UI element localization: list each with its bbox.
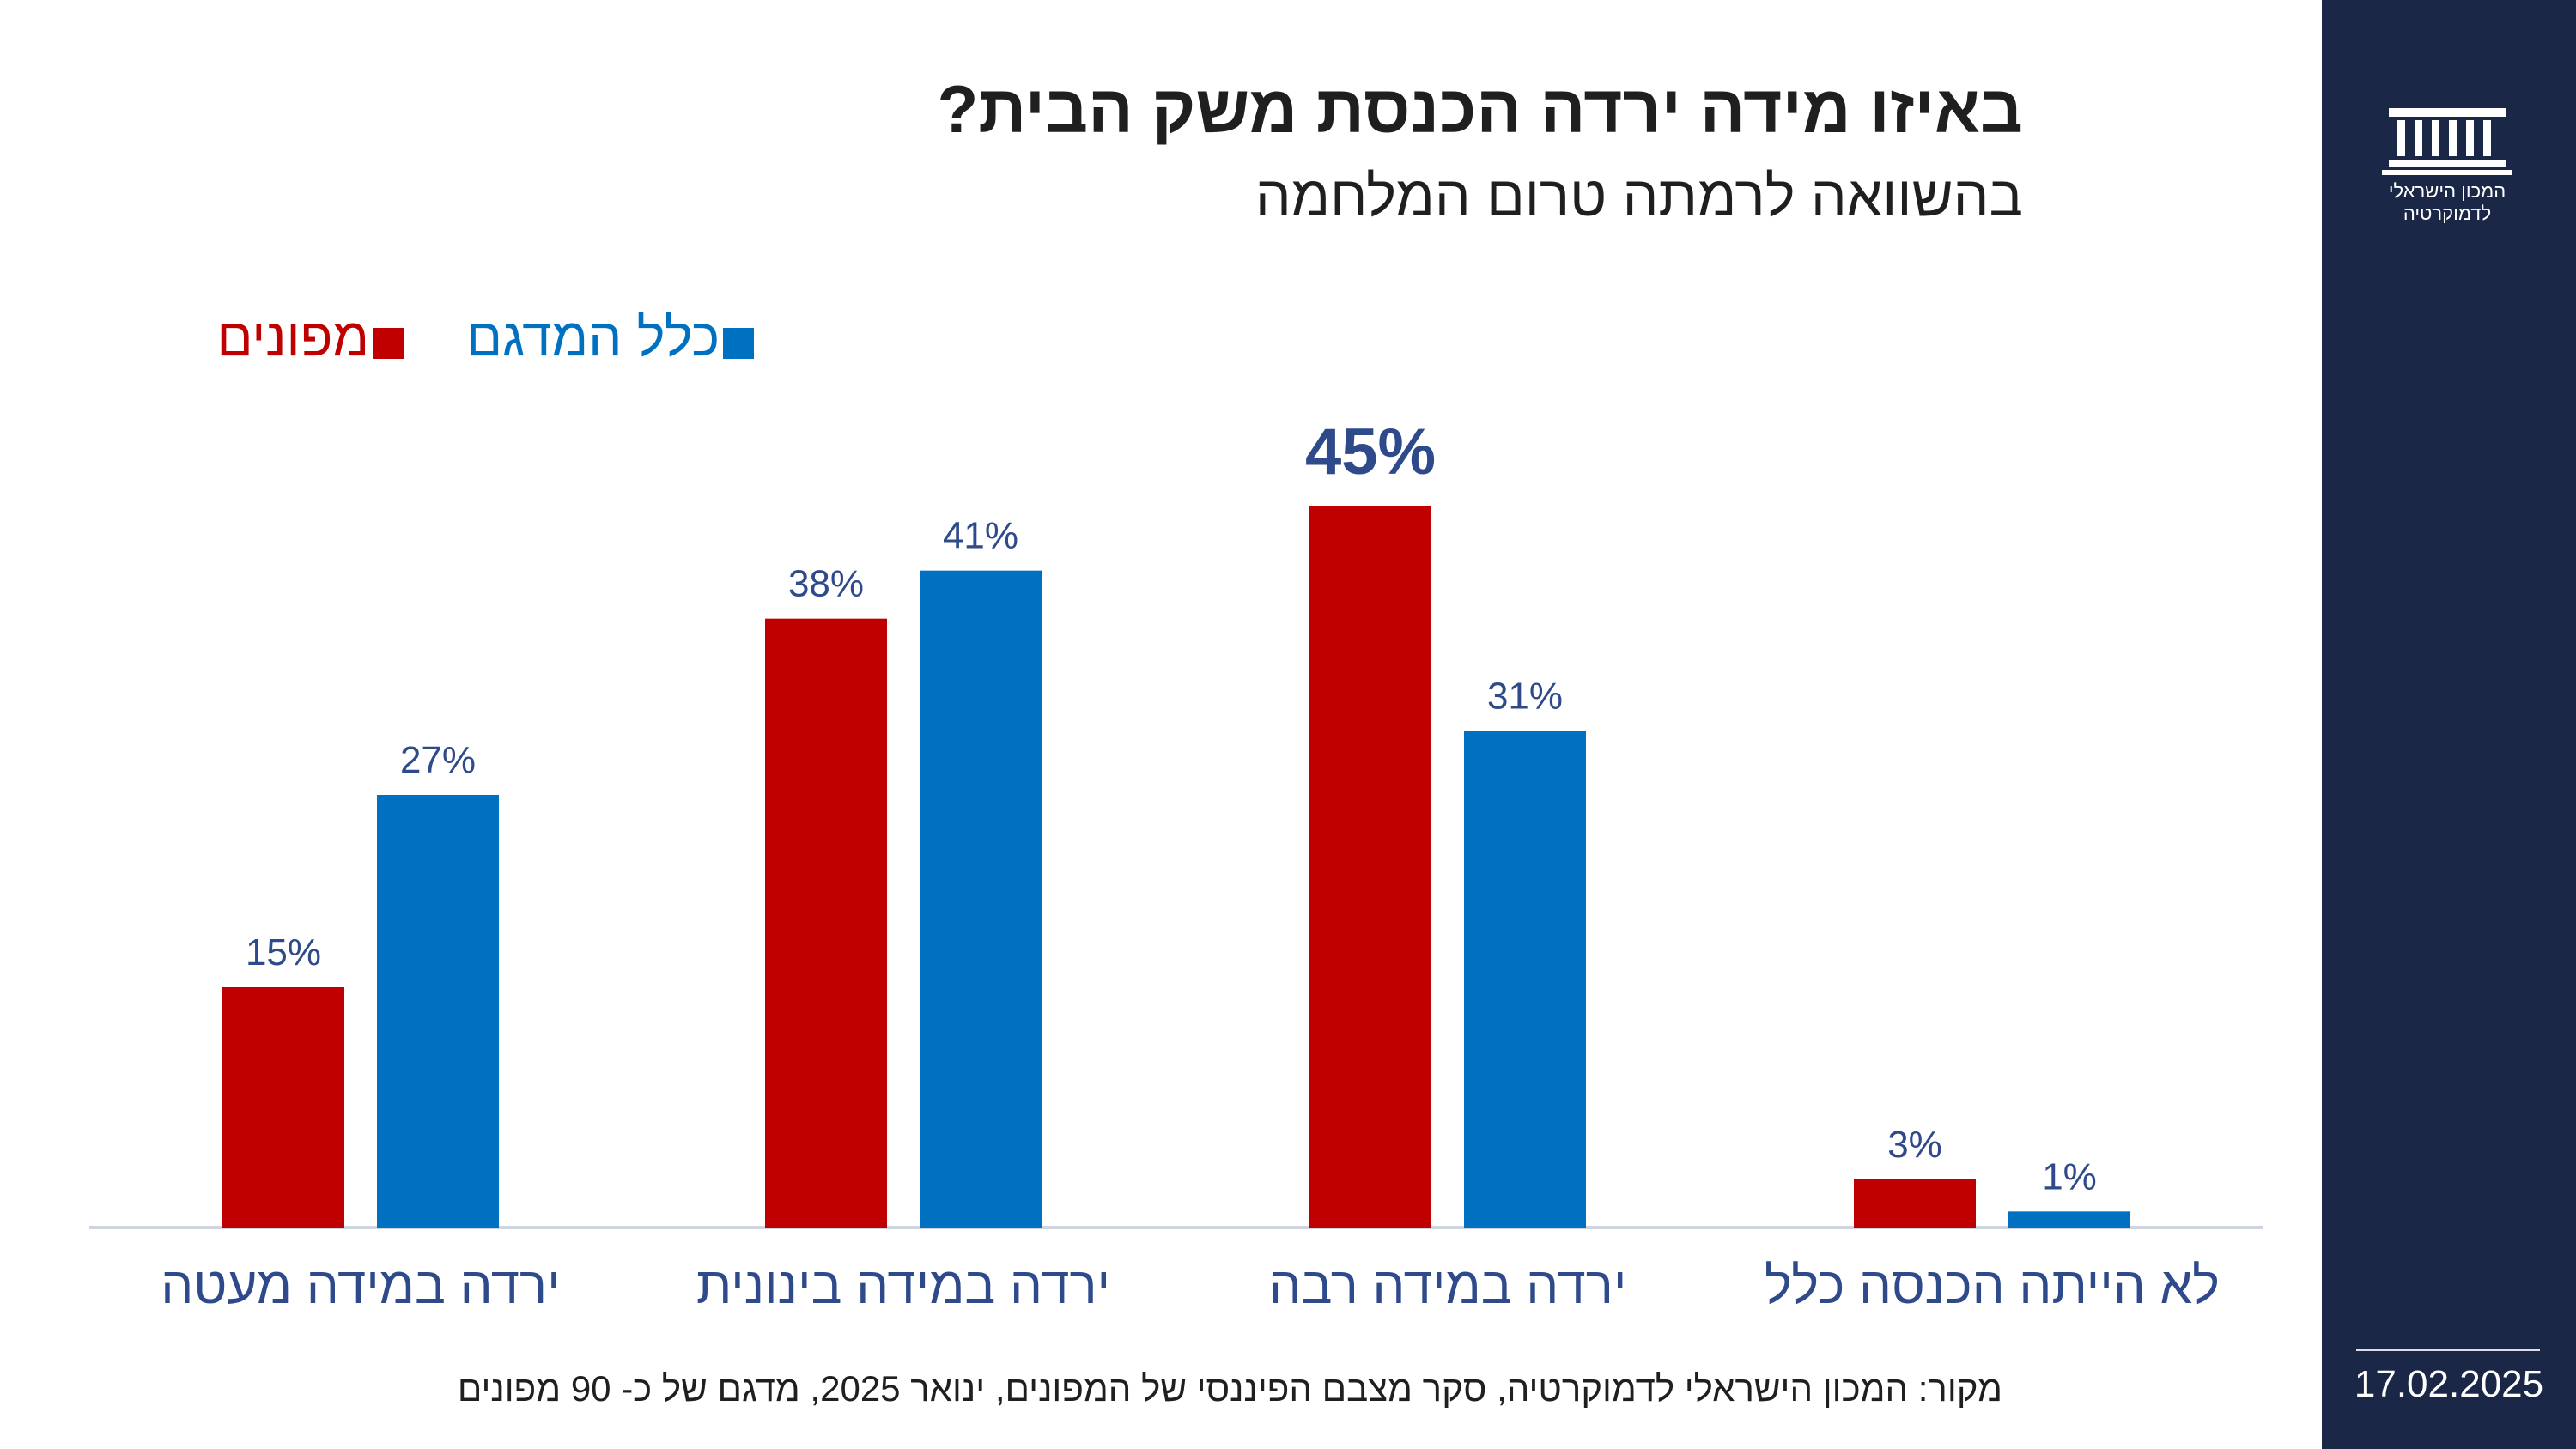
sidebar (2322, 0, 2576, 1449)
legend-item-evacuees: מפונים (163, 307, 404, 376)
parliament-building-icon (2382, 108, 2512, 175)
category-label-0: ירדה במידה מעטה (161, 1257, 560, 1314)
logo-text: המכון הישראלי לדמוקרטיה (2379, 180, 2516, 225)
logo-line-2: לדמוקרטיה (2403, 203, 2492, 224)
data-label-evacuees-1: 38% (788, 563, 864, 605)
data-label-evacuees-2: 45% (1305, 415, 1436, 488)
legend-swatch-evacuees (373, 328, 404, 359)
publication-date: 17.02.2025 (2354, 1363, 2544, 1405)
date-divider (2356, 1349, 2540, 1351)
legend-label-full-sample: כלל המדגם (465, 308, 720, 367)
bar-evacuees-3 (1854, 1179, 1976, 1228)
bar-chart: 15% 27% ירדה במידה מעטה 38% 41% ירדה במידה בי… (89, 415, 2263, 1314)
data-label-evacuees-0: 15% (246, 931, 321, 973)
data-label-evacuees-3: 3% (1887, 1124, 1942, 1166)
legend-swatch-full-sample (723, 328, 754, 359)
bar-full-sample-2 (1464, 731, 1586, 1228)
logo-line-1: המכון הישראלי (2388, 180, 2506, 202)
data-label-full-sample-3: 1% (2042, 1155, 2097, 1197)
data-label-full-sample-1: 41% (943, 515, 1018, 557)
bar-full-sample-1 (920, 570, 1042, 1228)
category-label-1: ירדה במידה בינונית (696, 1257, 1110, 1314)
legend-label-evacuees: מפונים (216, 308, 369, 367)
bar-full-sample-3 (2008, 1211, 2130, 1228)
data-label-full-sample-2: 31% (1487, 675, 1563, 717)
category-label-2: ירדה במידה רבה (1269, 1257, 1627, 1314)
bar-evacuees-2 (1309, 506, 1431, 1228)
main-panel: באיזו מידה ירדה הכנסת משק הבית? בהשוואה … (89, 71, 2263, 1409)
bar-full-sample-0 (377, 795, 499, 1228)
legend-item-full-sample: כלל המדגם (410, 307, 754, 376)
source-note: מקור: המכון הישראלי לדמוקרטיה, סקר מצבם … (457, 1368, 2002, 1409)
data-label-full-sample-0: 27% (400, 739, 476, 781)
bar-evacuees-1 (765, 618, 887, 1228)
category-label-3: לא הייתה הכנסה כלל (1765, 1257, 2220, 1314)
bar-evacuees-0 (222, 987, 344, 1228)
chart-subtitle: בהשוואה לרמתה טרום המלחמה (1255, 164, 2023, 227)
chart-title: באיזו מידה ירדה הכנסת משק הבית? (937, 71, 2023, 147)
